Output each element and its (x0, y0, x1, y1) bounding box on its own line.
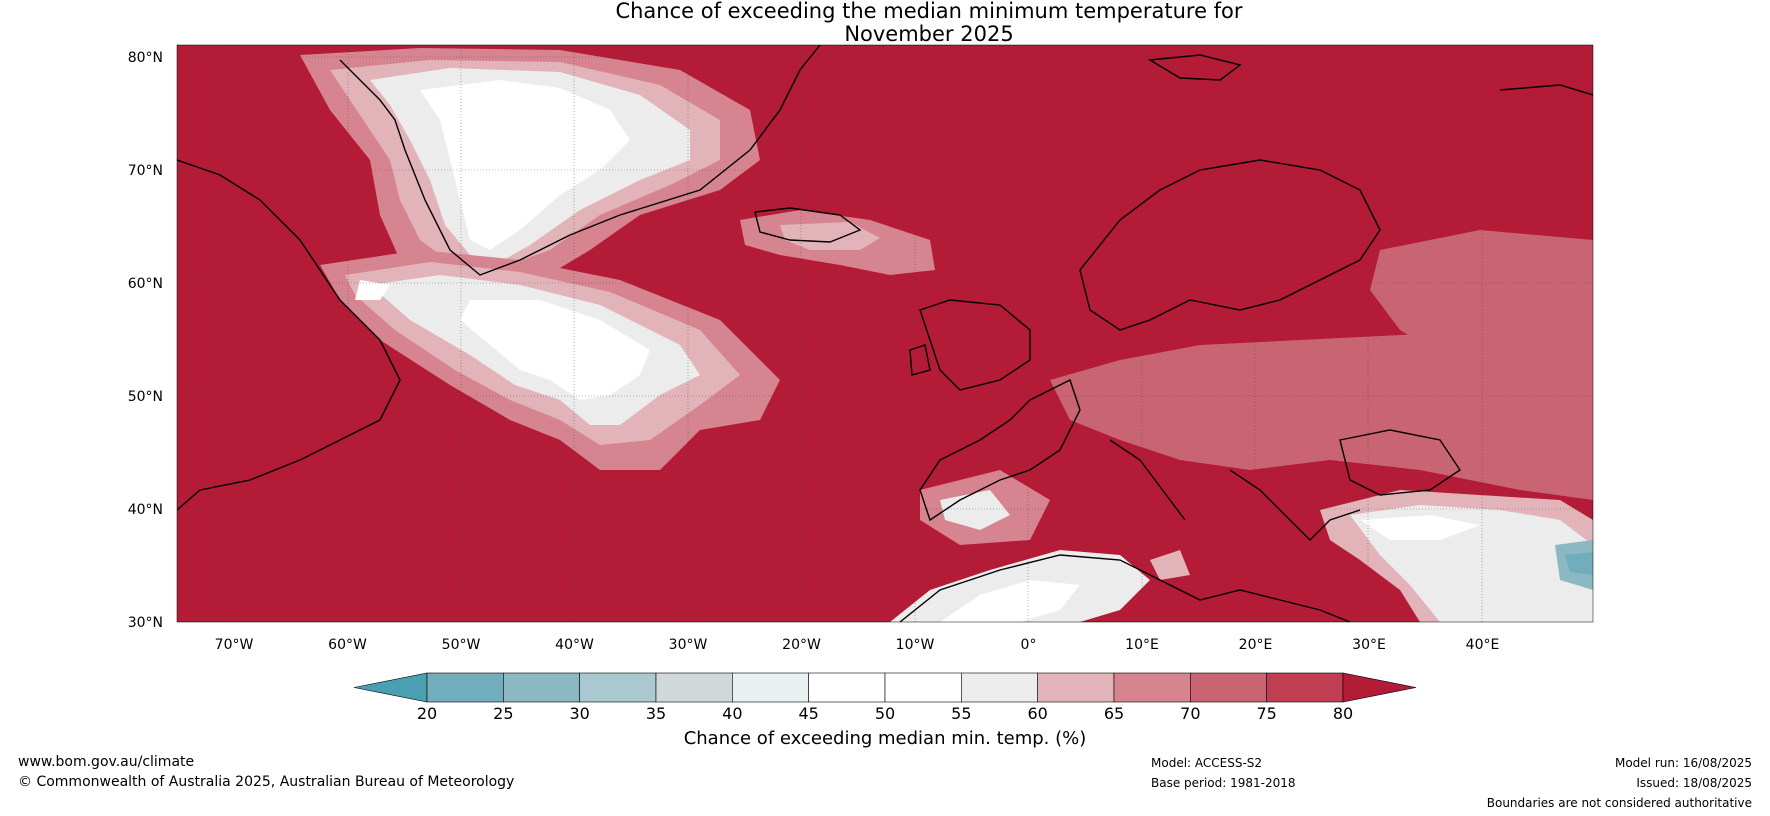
colorbar-segment (961, 672, 1038, 703)
colorbar-extend-low (353, 672, 428, 703)
latitude-label: 70°N (128, 163, 163, 179)
website-link[interactable]: www.bom.gov.au/climate (18, 754, 195, 770)
longitude-label: 70°W (215, 637, 254, 653)
colorbar-tick-label: 35 (646, 704, 666, 723)
longitude-label: 20°E (1239, 637, 1273, 653)
colorbar-tick-label: 75 (1256, 704, 1276, 723)
europe-probability-region (920, 230, 1593, 545)
colorbar-segment (884, 672, 962, 703)
colorbar-segment (1037, 672, 1115, 703)
colorbar-segment (503, 672, 580, 703)
title-line-1: Chance of exceeding the median minimum t… (615, 0, 1243, 23)
colorbar-segment (655, 672, 733, 703)
colorbar-tick-label: 45 (798, 704, 818, 723)
map-panel (177, 45, 1593, 622)
base-period: Base period: 1981-2018 (1151, 776, 1296, 790)
colorbar: 20 25 30 35 40 45 50 55 60 65 70 75 80 (353, 672, 1417, 723)
north-africa-probability-region (890, 550, 1190, 622)
issued-date: Issued: 18/08/2025 (1636, 776, 1752, 790)
map-frame (176, 44, 1594, 623)
longitude-label: 0° (1021, 637, 1037, 653)
colorbar-tick-label: 25 (493, 704, 513, 723)
colorbar-tick-label: 65 (1104, 704, 1124, 723)
graticule (177, 45, 1593, 622)
colorbar-label: Chance of exceeding median min. temp. (%… (683, 728, 1087, 749)
latitude-label: 40°N (128, 502, 163, 518)
longitude-label: 30°W (669, 637, 708, 653)
boundary-disclaimer: Boundaries are not considered authoritat… (1486, 796, 1752, 810)
colorbar-tick-label: 80 (1333, 704, 1353, 723)
colorbar-segment (1113, 672, 1191, 703)
colorbar-segment (732, 672, 809, 703)
longitude-label: 40°W (555, 637, 594, 653)
colorbar-segment (426, 672, 504, 703)
longitude-label: 50°W (442, 637, 481, 653)
latitude-label: 60°N (128, 276, 163, 292)
colorbar-segment (808, 672, 886, 703)
latitude-label: 80°N (128, 50, 163, 66)
north-atlantic-probability-region (320, 250, 780, 470)
colorbar-tick-label: 40 (722, 704, 742, 723)
longitude-label: 30°E (1352, 637, 1386, 653)
greenland-probability-region (300, 48, 760, 285)
longitude-label: 10°E (1125, 637, 1159, 653)
middle-east-probability-region (1320, 490, 1593, 622)
colorbar-segment (579, 672, 657, 703)
colorbar-segment (1190, 672, 1267, 703)
longitude-label: 40°E (1466, 637, 1500, 653)
colorbar-tick-label: 70 (1180, 704, 1200, 723)
colorbar-tick-label: 55 (951, 704, 971, 723)
longitude-label: 20°W (782, 637, 821, 653)
colorbar-extend-high (1342, 672, 1417, 703)
colorbar-tick-label: 50 (875, 704, 895, 723)
longitude-label: 60°W (328, 637, 367, 653)
coastlines (177, 45, 1593, 622)
colorbar-tick-label: 60 (1027, 704, 1047, 723)
model-run-date: Model run: 16/08/2025 (1614, 756, 1752, 770)
colorbar-tick-label: 30 (569, 704, 589, 723)
copyright-notice: © Commonwealth of Australia 2025, Austra… (18, 774, 515, 790)
model-name: Model: ACCESS-S2 (1151, 756, 1263, 770)
colorbar-tick-label: 20 (417, 704, 437, 723)
latitude-label: 30°N (128, 615, 163, 631)
title-line-2: November 2025 (844, 22, 1014, 46)
iceland-probability-region (740, 210, 935, 275)
chart-title: Chance of exceeding the median minimum t… (0, 0, 1770, 46)
longitude-labels: 70°W 60°W 50°W 40°W 30°W 20°W 10°W 0° 10°E 20°E 30… (215, 637, 1500, 653)
longitude-label: 10°W (896, 637, 935, 653)
colorbar-segment (1266, 672, 1344, 703)
latitude-labels: 80°N 70°N 60°N 50°N 40°N 30°N (128, 50, 163, 631)
latitude-label: 50°N (128, 389, 163, 405)
